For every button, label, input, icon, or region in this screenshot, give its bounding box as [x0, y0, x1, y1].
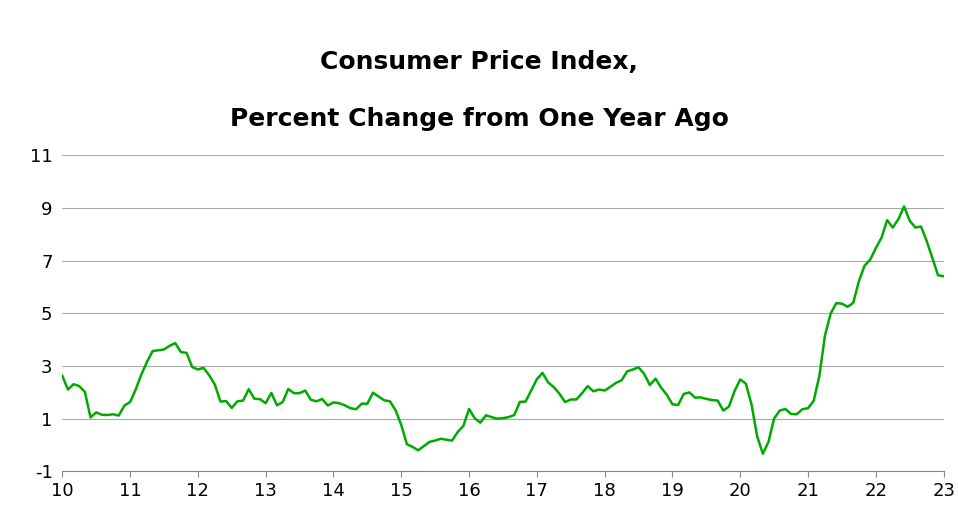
Text: Consumer Price Index,: Consumer Price Index, [320, 50, 638, 74]
Text: Percent Change from One Year Ago: Percent Change from One Year Ago [230, 107, 728, 131]
